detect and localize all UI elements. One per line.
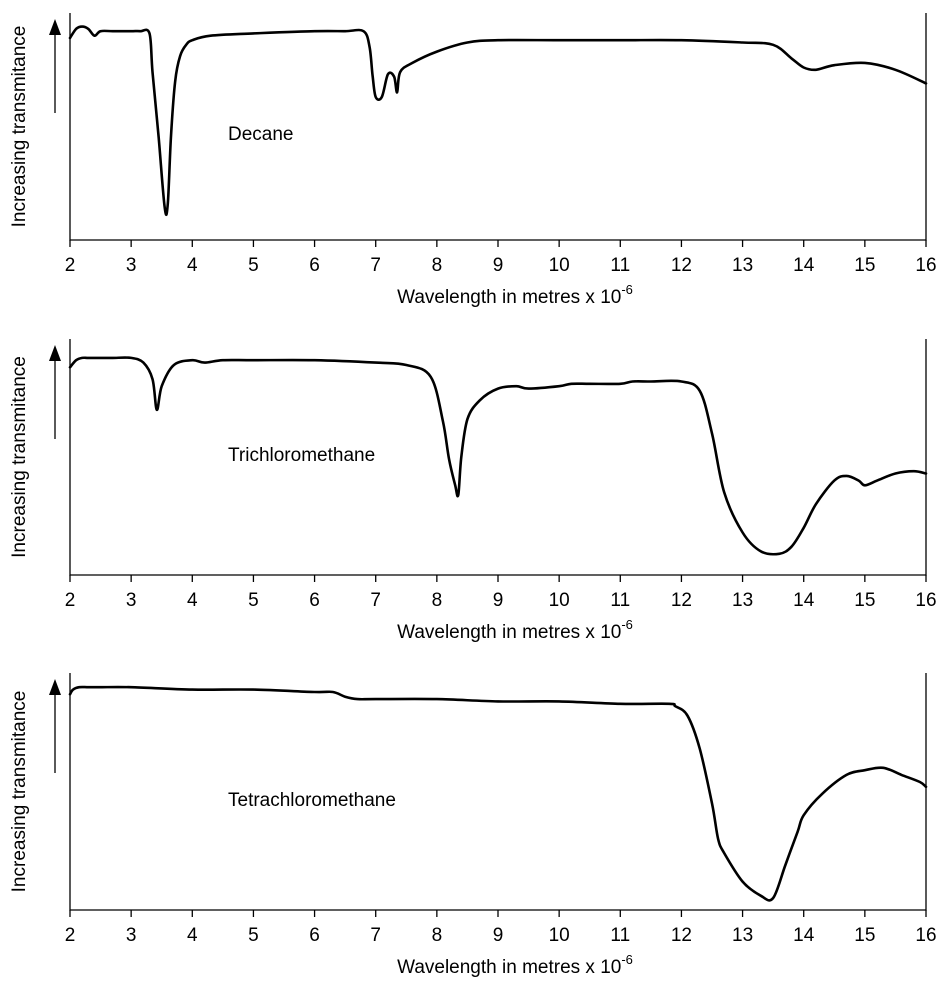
- y-axis-title: Increasing transmitance: [9, 356, 30, 558]
- x-tick-label: 12: [671, 255, 692, 276]
- x-tick-label: 7: [370, 255, 381, 276]
- x-tick-label: 3: [126, 590, 137, 611]
- compound-label: Trichloromethane: [228, 445, 375, 466]
- x-tick-label: 12: [671, 925, 692, 946]
- x-tick-label: 3: [126, 925, 137, 946]
- spectrum-line: [68, 25, 928, 216]
- x-tick-label: 10: [549, 255, 570, 276]
- x-axis-title: Wavelength in metres x 10-6: [397, 952, 633, 978]
- x-tick-label: 2: [65, 590, 76, 611]
- x-tick-label: 14: [793, 255, 815, 276]
- x-tick-label: 6: [309, 590, 320, 611]
- x-tick-label: 16: [915, 255, 936, 276]
- x-axis-title: Wavelength in metres x 10-6: [397, 617, 633, 643]
- x-tick-label: 13: [732, 255, 753, 276]
- compound-label: Decane: [228, 124, 294, 145]
- x-tick-label: 12: [671, 590, 692, 611]
- x-tick-label: 9: [493, 590, 504, 611]
- x-tick-label: 9: [493, 255, 504, 276]
- y-axis-title: Increasing transmitance: [9, 26, 30, 228]
- spectrum-panel-1: 2 3 4 5 6 7 8 9 10 11 12 13 14 15 16 Wavelength in metr…: [9, 13, 937, 308]
- x-tick-label: 2: [65, 925, 76, 946]
- axis-frame: [69, 673, 927, 911]
- y-arrow-icon: [49, 679, 61, 695]
- x-axis-exponent: -6: [621, 952, 633, 967]
- x-tick-label: 4: [187, 925, 198, 946]
- x-tick-label: 2: [65, 255, 76, 276]
- x-tick-label: 14: [793, 590, 815, 611]
- x-tick-label: 14: [793, 925, 815, 946]
- x-axis-title: Wavelength in metres x 10-6: [397, 282, 633, 308]
- x-tick-label: 5: [248, 925, 259, 946]
- axis-frame: [69, 13, 927, 241]
- x-tick-label: 11: [610, 255, 630, 276]
- x-tick-label: 6: [309, 255, 320, 276]
- y-arrow-icon: [49, 345, 61, 361]
- x-tick-label: 11: [610, 590, 630, 611]
- x-axis-exponent: -6: [621, 282, 633, 297]
- x-tick-label: 4: [187, 590, 198, 611]
- x-axis-exponent: -6: [621, 617, 633, 632]
- x-tick-label: 16: [915, 925, 936, 946]
- spectrum-panel-2: 2 3 4 5 6 7 8 9 10 11 12 13 14 15 16 Wavelength in metr…: [9, 339, 937, 643]
- x-tick-label: 10: [549, 925, 570, 946]
- x-tick-label: 13: [732, 590, 753, 611]
- x-tick-label: 13: [732, 925, 753, 946]
- spectrum-line: [68, 356, 928, 556]
- x-tick-label: 8: [432, 590, 443, 611]
- x-tick-label: 5: [248, 590, 259, 611]
- spectrum-line: [68, 685, 928, 902]
- x-tick-label: 16: [915, 590, 936, 611]
- x-tick-label: 7: [370, 590, 381, 611]
- x-tick-label: 7: [370, 925, 381, 946]
- x-tick-label: 3: [126, 255, 137, 276]
- x-tick-label: 15: [854, 590, 875, 611]
- x-tick-label: 5: [248, 255, 259, 276]
- x-tick-label: 6: [309, 925, 320, 946]
- x-tick-label: 15: [854, 255, 875, 276]
- x-tick-label: 4: [187, 255, 198, 276]
- x-tick-label: 8: [432, 925, 443, 946]
- compound-label: Tetrachloromethane: [228, 790, 396, 811]
- x-tick-label: 11: [610, 925, 630, 946]
- y-axis-title: Increasing transmitance: [9, 691, 30, 893]
- x-tick-label: 9: [493, 925, 504, 946]
- x-tick-label: 15: [854, 925, 875, 946]
- y-arrow-icon: [49, 19, 61, 35]
- x-tick-label: 10: [549, 590, 570, 611]
- spectrum-panel-3: 2 3 4 5 6 7 8 9 10 11 12 13 14 15 16 Wavelength in metr…: [9, 673, 937, 978]
- x-tick-label: 8: [432, 255, 443, 276]
